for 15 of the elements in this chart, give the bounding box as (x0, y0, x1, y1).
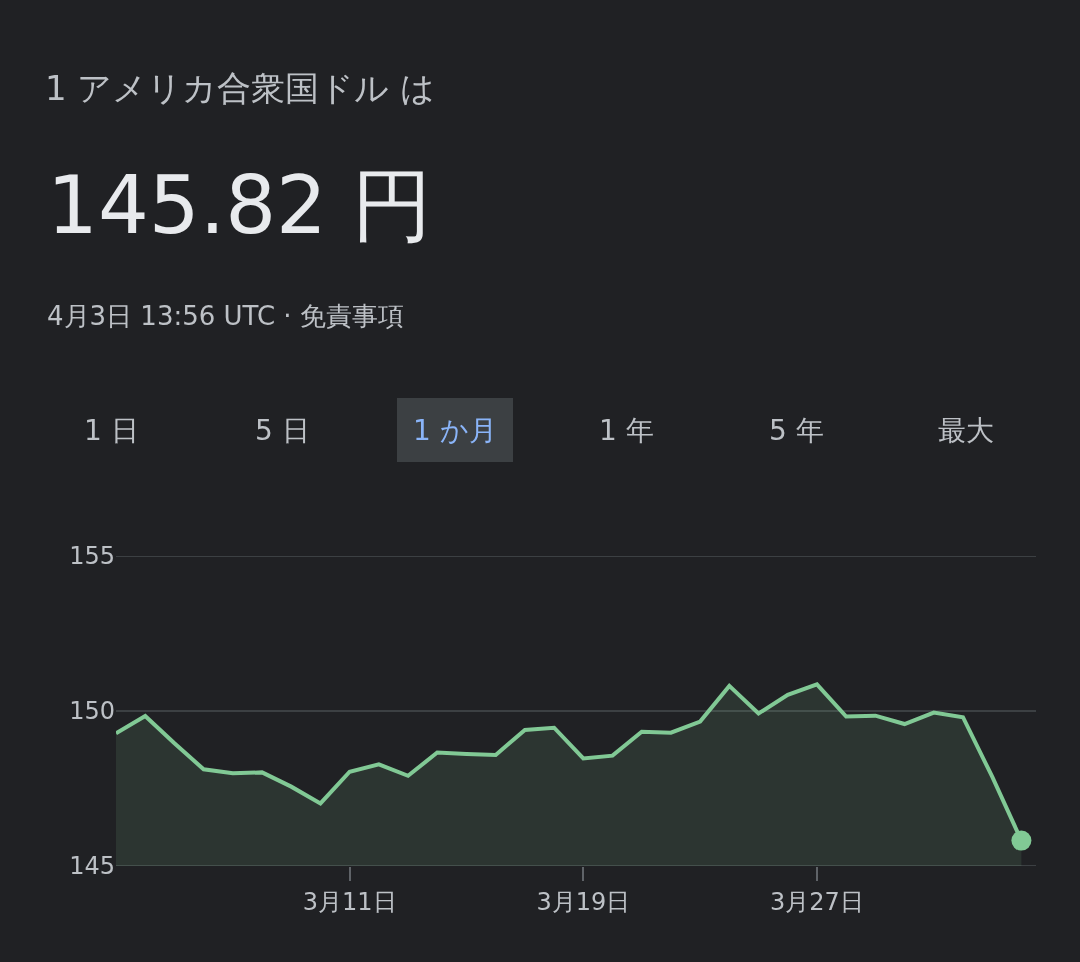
text: 1 日 (84, 414, 139, 447)
x-tick-label: 3月11日 (302, 887, 397, 916)
text: 最大 (938, 414, 994, 447)
text: 5 日 (255, 414, 310, 447)
text: 1 年 (599, 414, 654, 447)
text: 1 か月 (413, 414, 497, 447)
x-tick-label: 3月19日 (536, 887, 631, 916)
text: 5 年 (769, 414, 824, 447)
chart-title: 1 アメリカ合衆国ドル は (45, 67, 436, 108)
chart-subtitle: 4月3日 13:56 UTC · 免責事項 (47, 301, 404, 331)
y-tick-label: 145 (69, 852, 115, 881)
y-tick-label: 155 (69, 542, 115, 571)
text: 145.82 円 (47, 159, 433, 252)
y-tick-label: 150 (69, 697, 115, 726)
x-tick-label: 3月27日 (770, 887, 864, 916)
